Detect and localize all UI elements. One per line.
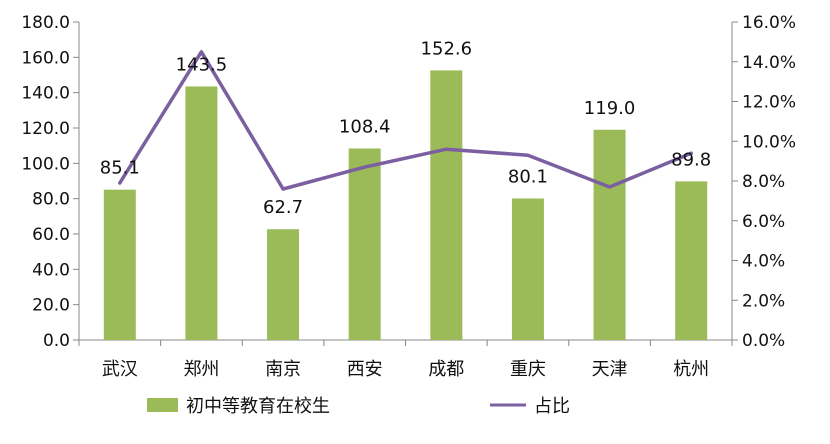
left-tick-label: 180.0: [21, 13, 70, 33]
legend-swatch-bar: [147, 398, 178, 412]
left-tick-label: 160.0: [21, 48, 70, 68]
x-tick-label: 成都: [428, 359, 464, 380]
bar-series: [103, 70, 708, 340]
legend: 初中等教育在校生 占比: [147, 396, 570, 417]
bar-data-label: 108.4: [339, 116, 391, 137]
bar-data-label: 62.7: [263, 197, 303, 218]
legend-label-line: 占比: [534, 396, 570, 417]
bar-data-label: 89.8: [671, 149, 711, 170]
bar-data-label: 80.1: [508, 166, 548, 187]
line-point: [363, 165, 367, 169]
line-point: [608, 185, 612, 189]
left-tick-label: 0.0: [43, 331, 70, 351]
right-tick-label: 16.0%: [742, 13, 796, 33]
bar-data-label: 85.1: [100, 158, 140, 179]
line-point: [444, 147, 448, 151]
legend-label-bar: 初中等教育在校生: [186, 396, 330, 417]
bar-data-label: 119.0: [584, 98, 636, 119]
right-tick-label: 4.0%: [742, 252, 785, 272]
line-point: [199, 50, 203, 54]
left-tick-label: 60.0: [32, 225, 70, 245]
line-point: [118, 181, 122, 185]
bar: [348, 148, 381, 340]
left-tick-label: 100.0: [21, 154, 70, 174]
right-tick-label: 12.0%: [742, 93, 796, 113]
axes: 0.0 20.0 40.0 60.0 80.0 100.0 120.0 140.0 160.0 1…: [21, 13, 796, 380]
series-line: [118, 50, 693, 191]
x-tick-label: 重庆: [510, 359, 546, 380]
left-tick-label: 140.0: [21, 84, 70, 104]
x-tick-label: 西安: [347, 359, 383, 380]
right-tick-label: 0.0%: [742, 331, 785, 351]
bar: [430, 70, 463, 340]
line-point: [526, 153, 530, 157]
bar: [593, 129, 626, 340]
right-tick-label: 6.0%: [742, 212, 785, 232]
right-tick-label: 10.0%: [742, 132, 796, 152]
bar: [511, 198, 544, 340]
x-tick-label: 杭州: [673, 359, 709, 380]
bar: [675, 181, 708, 340]
right-tick-label: 14.0%: [742, 53, 796, 73]
bar: [267, 229, 300, 340]
line-point: [689, 151, 693, 155]
left-tick-label: 120.0: [21, 119, 70, 139]
x-tick-label: 郑州: [183, 359, 219, 380]
right-tick-label: 2.0%: [742, 291, 785, 311]
line-point: [281, 187, 285, 191]
left-tick-label: 40.0: [32, 260, 70, 280]
bar: [185, 86, 218, 340]
bar-data-label: 143.5: [176, 54, 228, 75]
bar: [103, 189, 136, 340]
x-tick-label: 南京: [265, 359, 301, 380]
line-series: [118, 50, 693, 191]
bar-data-label: 152.6: [421, 38, 473, 59]
left-tick-label: 20.0: [32, 296, 70, 316]
x-tick-label: 武汉: [102, 359, 138, 380]
data-labels: 85.1 143.5 62.7 108.4 152.6 80.1 119.0 89.8: [100, 38, 711, 218]
left-tick-label: 80.0: [32, 190, 70, 210]
right-tick-label: 8.0%: [742, 172, 785, 192]
x-tick-label: 天津: [592, 359, 628, 380]
